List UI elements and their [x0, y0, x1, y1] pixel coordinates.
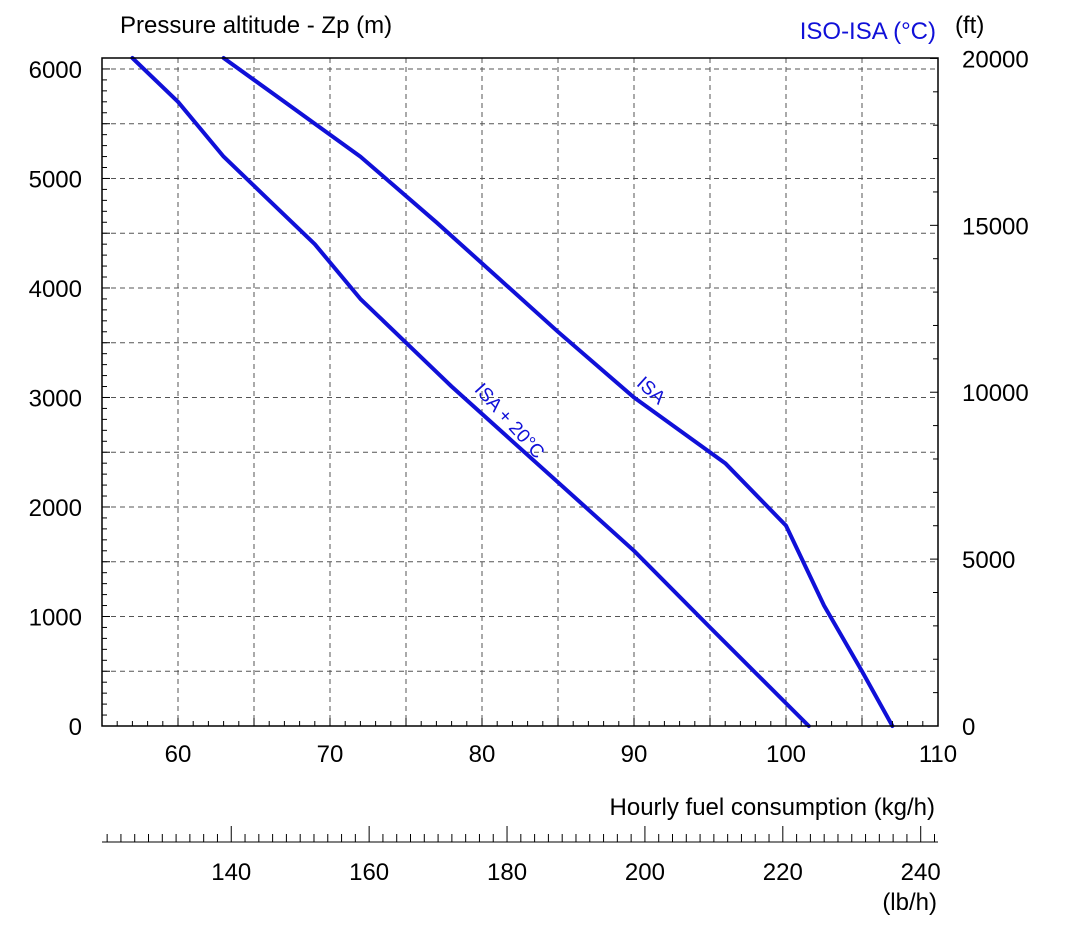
y2-tick-label: 20000: [962, 46, 1029, 73]
y-tick-label: 0: [69, 714, 82, 741]
x-axis-label: Hourly fuel consumption (kg/h): [610, 794, 935, 821]
legend-title: ISO-ISA (°C): [800, 18, 936, 45]
x-tick-label: 70: [317, 741, 344, 768]
y-tick-label: 4000: [29, 276, 82, 303]
y-axis-label-right: (ft): [955, 12, 984, 39]
series-label-isa: ISA: [632, 373, 669, 409]
x-tick-label: 100: [766, 741, 806, 768]
x-tick-label: 60: [165, 741, 192, 768]
y2-tick-label: 5000: [962, 547, 1015, 574]
x2-tick-label: 160: [349, 859, 389, 886]
y-tick-label: 3000: [29, 385, 82, 412]
x-tick-label: 110: [919, 741, 957, 768]
y-axis-label-left: Pressure altitude - Zp (m): [120, 12, 392, 39]
x-tick-label: 80: [469, 741, 496, 768]
x-tick-label: 90: [621, 741, 648, 768]
plot-frame: [101, 57, 939, 727]
x2-axis-unit: (lb/h): [882, 889, 937, 916]
x2-tick-label: 200: [625, 859, 665, 886]
grid: [102, 58, 938, 726]
x2-tick-label: 180: [487, 859, 527, 886]
series-line-isa-20-c: [130, 56, 811, 728]
axes: 60 70 80 90 100 11001000200030004000500060000…: [29, 46, 1029, 886]
y-tick-label: 2000: [29, 495, 82, 522]
y2-tick-label: 10000: [962, 380, 1029, 407]
y2-tick-label: 0: [962, 714, 975, 741]
y-tick-label: 1000: [29, 604, 82, 631]
y-tick-label: 5000: [29, 166, 82, 193]
x2-tick-label: 240: [901, 859, 941, 886]
x2-tick-label: 220: [763, 859, 803, 886]
y2-tick-label: 15000: [962, 213, 1029, 240]
x2-tick-label: 140: [211, 859, 251, 886]
y-tick-label: 6000: [29, 57, 82, 84]
series-line-isa: [221, 56, 895, 728]
